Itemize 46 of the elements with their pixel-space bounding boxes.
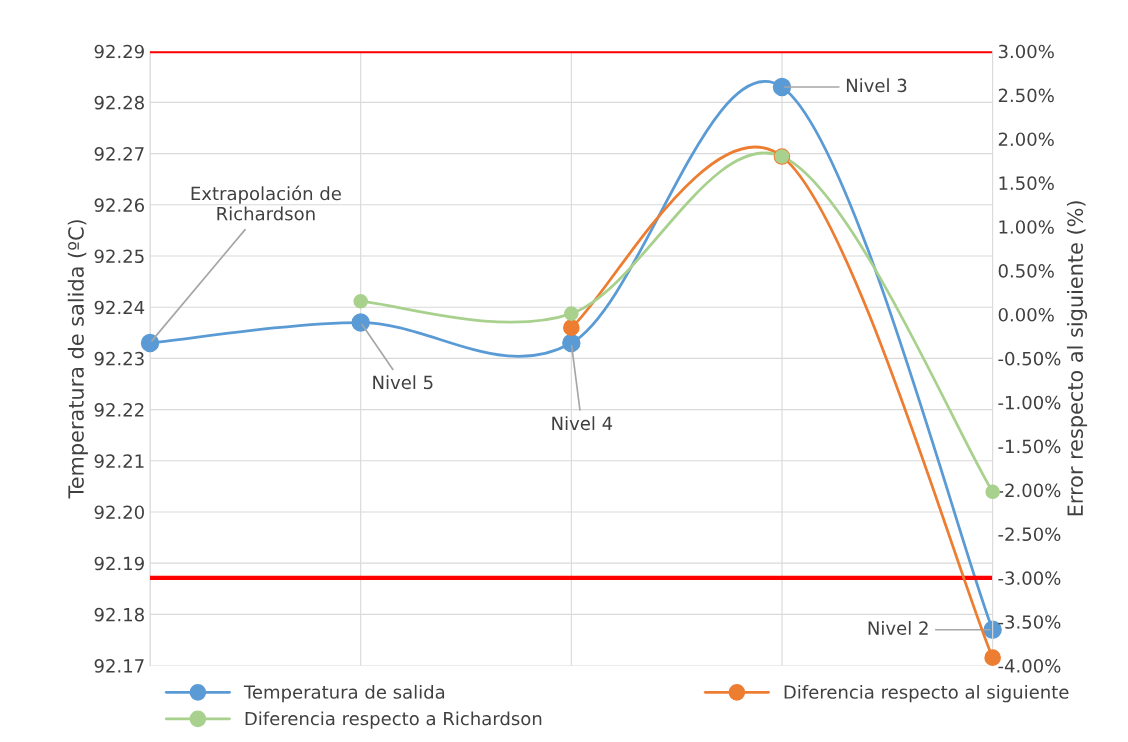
y-tick-label: 92.27: [94, 147, 144, 161]
y2-axis-title: Error respecto al siguiente (%): [1066, 201, 1088, 516]
point: [564, 306, 579, 321]
annotation: Nivel 2: [868, 621, 928, 635]
y-tick-label: 92.18: [94, 607, 144, 622]
y-tick-label: 92.22: [94, 403, 144, 417]
legend-label: Temperatura de salida: [243, 684, 445, 703]
y-tick-label: 92.21: [94, 454, 144, 468]
y-tick-label: 92.29: [94, 44, 144, 59]
point: [772, 77, 792, 97]
y2-tick-label: 0.00%: [998, 307, 1054, 322]
y-tick-label: 92.23: [94, 351, 144, 366]
y2-tick-label: -4.00%: [998, 659, 1061, 673]
y2-tick-label: -2.00%: [998, 483, 1061, 498]
y2-tick-label: 1.50%: [999, 176, 1054, 190]
y2-tick-label: -1.00%: [998, 395, 1061, 410]
point: [562, 333, 581, 353]
y2-tick-label: -3.00%: [998, 571, 1061, 585]
y-tick-label: 92.20: [94, 505, 144, 520]
legend-label: Diferencia respecto al siguiente: [784, 684, 1069, 703]
y2-tick-label: -3.50%: [998, 615, 1061, 629]
y-tick-label: 92.17: [94, 659, 144, 673]
y2-tick-label: 0.50%: [998, 264, 1054, 278]
point: [563, 319, 580, 336]
y-tick-label: 92.28: [94, 95, 144, 110]
annotation: Nivel 4: [552, 416, 613, 431]
annotation: Extrapolación de Richardson: [191, 185, 341, 221]
y2-tick-label: -2.50%: [998, 527, 1061, 542]
y2-tick-label: 3.00%: [998, 44, 1054, 59]
y-axis-title: Temperatura de salida (ºC): [67, 220, 88, 499]
point: [351, 313, 370, 332]
y2-tick-label: 2.00%: [998, 132, 1054, 147]
y-tick-label: 92.25: [94, 249, 144, 264]
legend-label: Diferencia respecto a Richardson: [245, 711, 542, 729]
y2-tick-label: 1.00%: [999, 220, 1054, 234]
point: [140, 333, 160, 353]
y-tick-label: 92.26: [94, 198, 145, 212]
y-tick-label: 92.19: [94, 556, 144, 571]
y-tick-label: 92.24: [94, 300, 145, 315]
y2-tick-label: 2.50%: [998, 88, 1054, 103]
point: [985, 484, 1000, 500]
annotation: Nivel 3: [846, 78, 907, 93]
y2-tick-label: -0.50%: [998, 351, 1061, 366]
annotation: Nivel 5: [373, 375, 433, 390]
y2-tick-label: -1.50%: [998, 439, 1061, 454]
point: [353, 294, 368, 309]
